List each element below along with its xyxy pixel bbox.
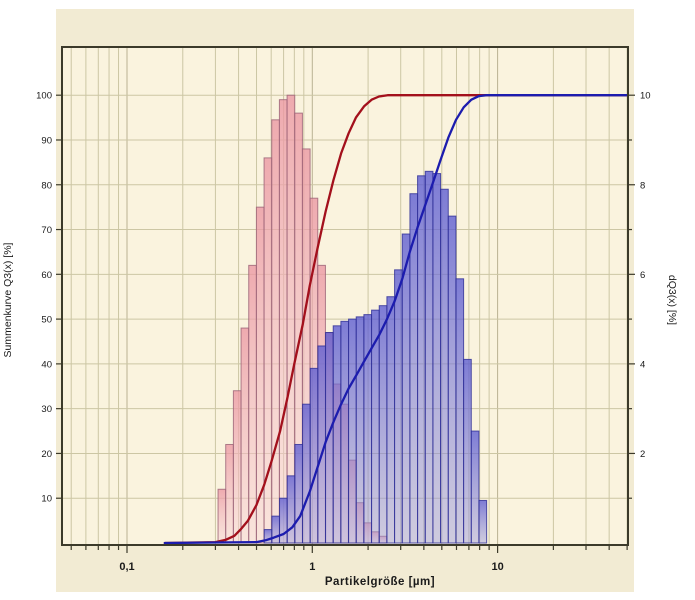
y-left-tick-label: 20: [41, 449, 52, 460]
histogram-bar: [225, 443, 234, 544]
y-left-tick-label: 90: [41, 135, 52, 146]
x-tick-label: 1: [309, 561, 315, 573]
histogram-bar: [401, 233, 411, 544]
y-left-tick-label: 40: [41, 359, 52, 370]
axis-tick-labels: 0,1 1 10 10 20 30 40 50 60 70 80 90 100 2 4 6 8 10: [36, 91, 650, 573]
y-left-tick-label: 80: [41, 180, 52, 191]
histogram-bar: [447, 215, 457, 544]
x-axis-title: Partikelgröße [µm]: [324, 576, 436, 588]
histogram-bar: [332, 325, 342, 544]
x-tick-label: 10: [491, 561, 503, 573]
y-right-tick-label: 2: [640, 449, 645, 460]
histogram-bar: [240, 327, 250, 544]
y-axis-left-title: Summenkurve Q3(x) [%]: [2, 242, 14, 358]
fine-fraction-cumulative-Q3-curve: [163, 94, 628, 545]
histogram-bar: [432, 173, 442, 544]
histogram-bar: [478, 499, 488, 544]
y-left-tick-label: 50: [41, 315, 52, 326]
y-right-tick-label: 8: [640, 180, 645, 191]
histogram-bar: [248, 264, 257, 544]
y-axis-right-title: dQ3(x) [%]: [666, 274, 678, 326]
y-right-tick-label: 10: [640, 91, 651, 102]
histogram-bar: [417, 175, 426, 544]
y-right-tick-label: 6: [640, 270, 645, 281]
coarse-fraction-histogram: [263, 170, 488, 544]
histogram-bar: [394, 269, 403, 544]
y-right-tick-label: 4: [640, 359, 645, 370]
histogram-bar: [386, 296, 396, 544]
y-left-tick-label: 10: [41, 494, 52, 505]
histogram-bar: [424, 170, 434, 544]
axis-ticks: [56, 94, 635, 553]
histogram-bar: [278, 99, 288, 544]
histogram-bar: [294, 443, 304, 544]
histogram-bar: [348, 318, 357, 544]
histogram-bar: [463, 358, 472, 544]
y-left-tick-label: 100: [36, 91, 52, 102]
histogram-bar: [455, 278, 465, 544]
y-left-tick-label: 70: [41, 225, 52, 236]
histogram-bar: [340, 320, 350, 544]
histogram-bar: [440, 188, 449, 544]
histogram-bar: [302, 403, 311, 544]
plot-frame: [61, 46, 629, 546]
histogram-bar: [232, 390, 242, 544]
histogram-bar: [217, 488, 227, 544]
histograms: [217, 94, 488, 544]
histogram-bar: [309, 367, 319, 544]
coarse-fraction-cumulative-Q3-curve: [163, 94, 628, 545]
cumulative-curves: [163, 94, 628, 545]
y-left-tick-label: 60: [41, 270, 52, 281]
histogram-bar: [286, 475, 296, 544]
histogram-bar: [470, 430, 480, 544]
histogram-bar: [355, 316, 365, 544]
histogram-bar: [271, 119, 280, 544]
y-left-tick-label: 30: [41, 404, 52, 415]
histogram-bar: [378, 305, 388, 544]
x-tick-label: 0,1: [119, 561, 134, 573]
